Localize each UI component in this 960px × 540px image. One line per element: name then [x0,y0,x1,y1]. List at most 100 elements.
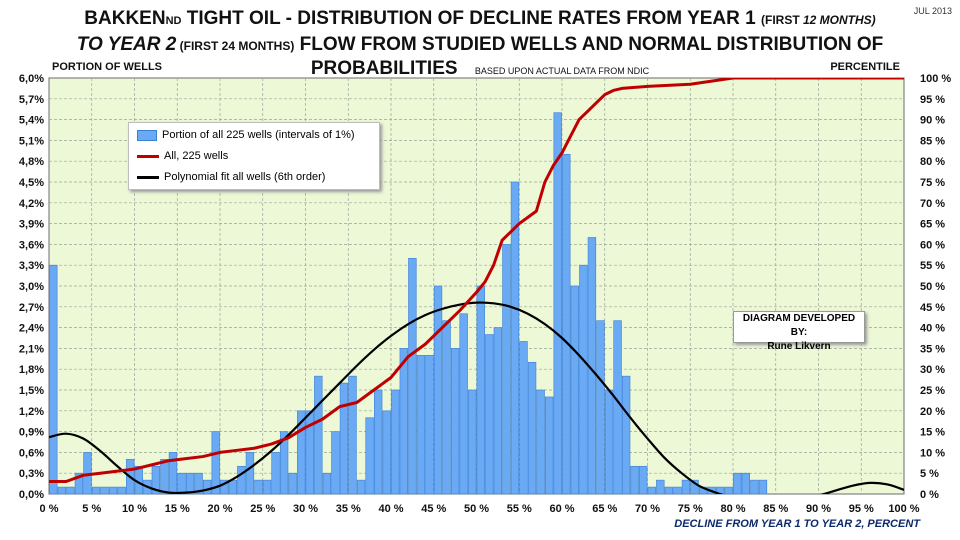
x-axis-title: DECLINE FROM YEAR 1 TO YEAR 2, PERCENT [674,518,920,530]
histogram-bar [365,417,374,495]
y-tick-label: 3,6% [19,239,44,251]
histogram-bar [288,472,297,495]
y2-tick-label: 95 % [920,94,945,106]
histogram-bar [74,472,84,495]
title-line3-note: BASED UPON ACTUAL DATA FROM NDIC [474,66,650,76]
right-axis-title: PERCENTILE [830,61,900,73]
y-tick-label: 0,6% [19,447,44,459]
date-label: JUL 2013 [913,6,952,16]
histogram-bar [459,313,468,495]
chart-title-line2: TO YEAR 2 (FIRST 24 MONTHS) FLOW FROM ST… [0,34,960,56]
legend-swatch-red [137,154,159,158]
y2-tick-label: 45 % [920,302,945,314]
y2-tick-label: 55 % [920,260,945,272]
histogram-bar [220,479,229,495]
x-tick-label: 100 % [888,503,919,515]
histogram-bar [656,479,665,495]
histogram-bar [476,285,485,495]
y2-tick-label: 100 % [920,73,951,85]
histogram-bar [279,431,289,495]
legend: Portion of all 225 wells (intervals of 1… [128,122,380,190]
x-tick-label: 90 % [806,503,831,515]
histogram-bar [613,320,622,495]
histogram-bar [117,486,126,495]
y-tick-label: 2,1% [19,343,44,355]
histogram-bar [57,486,67,495]
y2-tick-label: 70 % [920,198,945,210]
histogram-bar [468,389,477,495]
y2-tick-label: 65 % [920,219,945,231]
title-line2-rest: FLOW FROM STUDIED WELLS AND NORMAL DISTR… [294,34,884,55]
histogram-bar [408,257,417,495]
y2-tick-label: 35 % [920,343,945,355]
histogram-bar [493,327,503,495]
y-tick-label: 2,7% [19,302,44,314]
histogram-bar [416,355,426,495]
credit-line2: Rune Likvern [767,341,831,352]
y-tick-label: 1,8% [19,364,44,376]
y-tick-label: 0,9% [19,427,44,439]
y-tick-label: 0,0% [19,489,44,501]
x-tick-label: 10 % [122,503,147,515]
y-tick-label: 5,7% [19,94,44,106]
histogram-bar [331,431,340,495]
histogram-bar [733,472,742,495]
histogram-bar [356,479,366,495]
legend-item-bars: Portion of all 225 wells (intervals of 1… [137,127,355,143]
histogram-bar [185,472,195,495]
histogram-bar [211,431,220,495]
title-subscript: ND [165,15,182,27]
y-tick-label: 1,5% [19,385,44,397]
chart-title-line3: PROBABILITIES BASED UPON ACTUAL DATA FRO… [0,58,960,80]
x-tick-label: 5 % [82,503,101,515]
histogram-bar [399,348,409,495]
histogram-bar [544,396,554,495]
x-tick-label: 75 % [678,503,703,515]
cumulative-percentile-line [49,78,904,484]
histogram-bar [673,486,682,495]
y-tick-label: 2,4% [19,323,44,335]
y-tick-label: 6,0% [19,73,44,85]
title-line3: PROBABILITIES [310,58,458,79]
y-tick-label: 5,1% [19,135,44,147]
histogram-bar [382,410,391,495]
legend-item-black: Polynomial fit all wells (6th order) [137,169,325,185]
y2-tick-label: 5 % [920,468,939,480]
y2-tick-label: 30 % [920,364,945,376]
x-tick-label: 15 % [165,503,190,515]
histogram-bar [442,320,451,495]
histogram-bar [373,389,383,495]
histogram-bar [271,452,280,495]
histogram-bar [621,375,631,495]
y-tick-label: 5,4% [19,115,44,127]
y2-tick-label: 40 % [920,323,945,335]
x-tick-label: 45 % [421,503,446,515]
y-tick-label: 4,5% [19,177,44,189]
x-tick-label: 0 % [40,503,59,515]
histogram-bar [425,355,434,495]
y2-tick-label: 75 % [920,177,945,189]
histogram-bar [604,389,614,495]
histogram-bar [510,181,520,495]
chart-title-line1: BAKKENND TIGHT OIL - DISTRIBUTION OF DEC… [0,8,960,30]
y-tick-label: 4,2% [19,198,44,210]
x-tick-label: 20 % [207,503,232,515]
histogram-bar [160,459,169,495]
credit-line1: DIAGRAM DEVELOPED BY: [742,313,856,338]
x-tick-label: 55 % [507,503,532,515]
histogram-bar [570,285,580,495]
y2-tick-label: 90 % [920,115,945,127]
histogram-bar [664,486,674,495]
histogram-bar [596,320,605,495]
y2-tick-label: 20 % [920,406,945,418]
x-tick-label: 25 % [250,503,275,515]
title-part1: BAKKEN [84,8,166,29]
histogram-bar [647,486,656,495]
histogram-bar [750,479,759,495]
y2-tick-label: 60 % [920,239,945,251]
legend-swatch-bars [137,129,157,141]
histogram-bar [741,472,751,495]
histogram-bar [151,465,161,495]
x-tick-label: 60 % [549,503,574,515]
